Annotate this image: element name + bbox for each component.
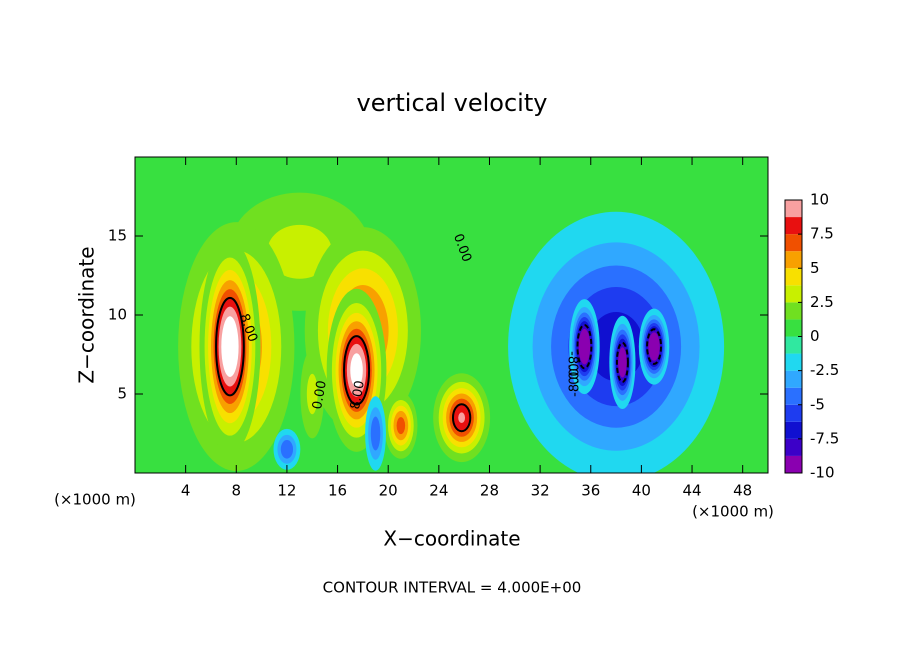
- colorbar-band: [785, 370, 802, 388]
- x-tick-label: 28: [480, 482, 499, 500]
- level-region: [267, 224, 333, 279]
- colorbar-tick-label: 0: [810, 327, 820, 345]
- overlay: 0.000.008.008.00-8.00-8.004 8 12 16 20 24 28 32…: [108, 156, 839, 500]
- colorbar-tick-label: 2.5: [810, 293, 834, 311]
- colorbar-band: [785, 421, 802, 439]
- colorbar-band: [785, 234, 802, 252]
- colorbar-band: [785, 387, 802, 405]
- level-region: [619, 352, 626, 373]
- level-region: [224, 328, 236, 365]
- level-region: [370, 416, 381, 451]
- level-region: [396, 417, 406, 435]
- colorbar-band: [785, 438, 802, 456]
- x-tick-label: 32: [531, 482, 550, 500]
- colorbar-band: [785, 268, 802, 286]
- x-tick-label: 48: [733, 482, 752, 500]
- colorbar-band: [785, 404, 802, 422]
- colorbar-tick-label: -2.5: [810, 361, 839, 379]
- contour-label: -8.00: [565, 351, 580, 385]
- colorbar-tick-label: 7.5: [810, 225, 834, 243]
- colorbar-tick-label: -10: [810, 464, 835, 482]
- field: [135, 157, 768, 473]
- level-region: [350, 353, 363, 388]
- contour-line: [215, 296, 245, 397]
- contour-label: -8.00: [568, 363, 583, 397]
- x-tick-label: 4: [181, 482, 191, 500]
- colorbar-band: [785, 336, 802, 354]
- x-tick-label: 44: [682, 482, 701, 500]
- x-tick-label: 8: [232, 482, 242, 500]
- x-unit: (×1000 m): [54, 491, 136, 509]
- contour-line: [576, 323, 593, 370]
- colorbar-tick-label: -7.5: [810, 429, 839, 447]
- level-region: [458, 412, 466, 424]
- contour-label: 0.00: [310, 379, 330, 410]
- x-tick-label: 20: [379, 482, 398, 500]
- contour-line: [615, 341, 629, 383]
- colorbar-band: [785, 302, 802, 320]
- colorbar-tick-label: -5: [810, 395, 825, 413]
- y-tick-label: 15: [108, 227, 127, 245]
- footer-note: CONTOUR INTERVAL = 4.000E+00: [323, 579, 582, 597]
- colorbar-tick-label: 5: [810, 259, 820, 277]
- colorbar-tick-label: 10: [810, 191, 829, 209]
- level-region: [651, 340, 657, 354]
- x-tick-label: 16: [328, 482, 347, 500]
- x-axis-label: X−coordinate: [383, 527, 520, 551]
- colorbar-band: [785, 353, 802, 371]
- y-tick-label: 10: [108, 306, 127, 324]
- x-unit: (×1000 m): [692, 503, 774, 521]
- colorbar-band: [785, 217, 802, 235]
- x-tick-label: 40: [632, 482, 651, 500]
- colorbar-band: [785, 200, 802, 218]
- y-tick-label: 5: [117, 385, 127, 403]
- chart-title: vertical velocity: [357, 89, 548, 117]
- contour-line: [646, 328, 663, 365]
- colorbar-band: [785, 251, 802, 269]
- x-tick-label: 24: [429, 482, 448, 500]
- contour-line: [343, 335, 371, 406]
- x-tick-label: 12: [277, 482, 296, 500]
- x-tick-label: 36: [581, 482, 600, 500]
- colorbar-band: [785, 455, 802, 473]
- colorbar-band: [785, 285, 802, 303]
- y-axis-label: Z−coordinate: [75, 246, 99, 383]
- colorbar-band: [785, 319, 802, 337]
- contour-label: 8.00: [348, 379, 368, 410]
- level-region: [280, 439, 294, 459]
- level-region: [306, 373, 318, 415]
- level-region: [581, 338, 588, 355]
- contour-line: [451, 403, 472, 433]
